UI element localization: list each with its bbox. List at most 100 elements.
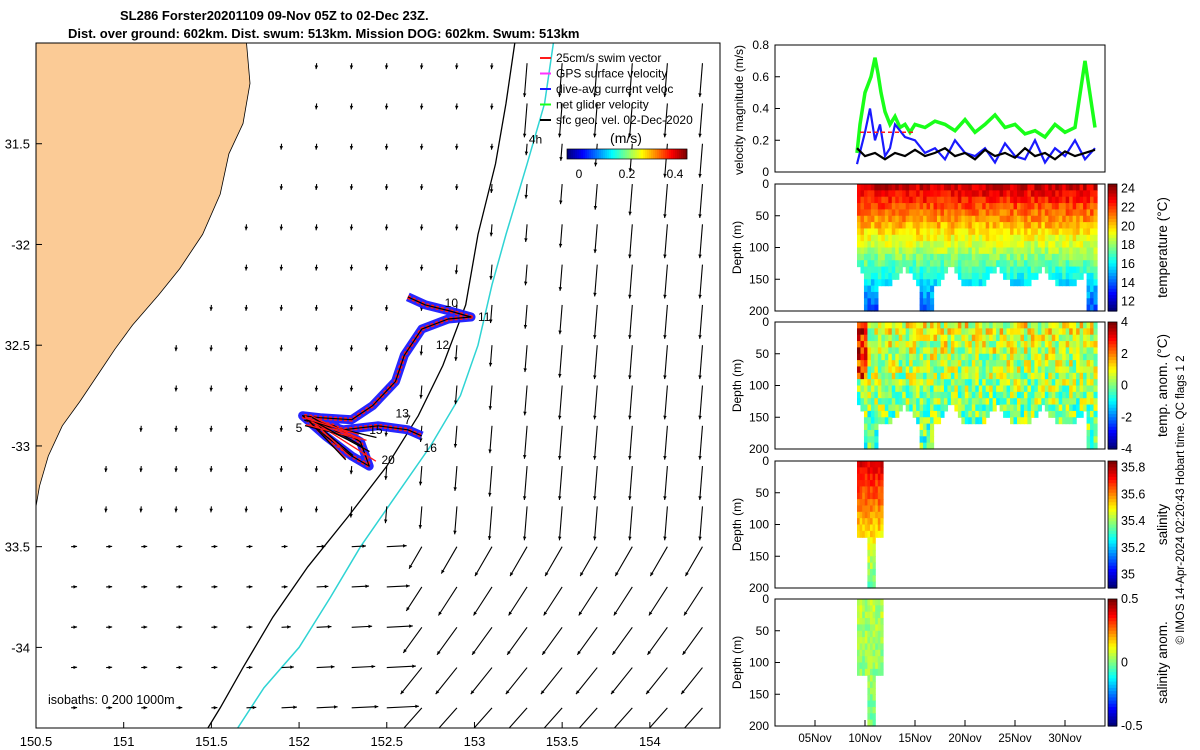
depth-tick: 150 <box>749 549 769 563</box>
map-x-tick: 154 <box>639 734 661 749</box>
depth-tick: 150 <box>749 272 769 286</box>
velocity-vector-field <box>71 63 704 728</box>
colorbar-tick: -4 <box>1121 442 1132 456</box>
colorbar-tick: 35.2 <box>1121 541 1145 555</box>
legend-entry: GPS surface velocity <box>556 67 667 81</box>
map-x-tick: 151 <box>113 734 135 749</box>
colorbar-tick: 0.2 <box>619 167 636 181</box>
map-x-tick: 150.5 <box>20 734 53 749</box>
depth-tick: 150 <box>749 687 769 701</box>
section-colorbar <box>1107 183 1118 312</box>
depth-tick: 0 <box>762 454 769 468</box>
colorbar-tick: 35.6 <box>1121 487 1145 501</box>
glider-track <box>298 292 476 471</box>
depth-tick: 50 <box>756 209 770 223</box>
legend-entry: net glider velocity <box>556 98 649 112</box>
depth-axis-label: Depth (m) <box>730 359 744 412</box>
colorbar <box>566 148 688 160</box>
velocity-y-tick: 0.8 <box>752 38 769 52</box>
legend-entry: sfc geo. vel. 02-Dec-2020 <box>556 113 693 127</box>
colorbar-tick: 4 <box>1121 315 1128 329</box>
colorbar-tick: 18 <box>1121 238 1135 252</box>
colorbar-tick: 35.4 <box>1121 514 1145 528</box>
colorbar-tick: 35 <box>1121 568 1135 582</box>
velocity-series <box>856 146 1096 161</box>
depth-tick: 200 <box>749 442 769 456</box>
colorbar-label: (m/s) <box>610 130 642 146</box>
salinity-anomaly-section-panel: 0 50 100 150 200 Depth (m) -0.5 0 0.5 salinity an… <box>730 592 1170 733</box>
time-tick: 30Nov <box>1048 733 1081 745</box>
depth-tick: 50 <box>756 347 770 361</box>
velocity-y-tick: 0.6 <box>752 70 769 84</box>
copyright-note: © IMOS 14-Apr-2024 02:20:43 Hobart time.… <box>1175 355 1187 644</box>
map-frame <box>35 42 721 729</box>
time-tick: 15Nov <box>898 733 931 745</box>
depth-axis-label: Depth (m) <box>730 221 744 274</box>
depth-tick: 50 <box>756 624 770 638</box>
depth-tick: 100 <box>749 518 769 532</box>
colorbar-label: temp. anom. (°C) <box>1155 334 1170 437</box>
colorbar-tick: 35.8 <box>1121 461 1145 475</box>
map-y-tick: -32 <box>11 237 30 252</box>
colorbar-tick: 16 <box>1121 257 1135 271</box>
time-axis: 05Nov 10Nov 15Nov 20Nov 25Nov 30Nov <box>798 720 1082 745</box>
time-tick: 05Nov <box>798 733 831 745</box>
track-label: 16 <box>424 441 438 455</box>
colorbar-label: salinity anom. <box>1155 621 1170 704</box>
depth-tick: 200 <box>749 719 769 733</box>
velocity-y-tick: 0.2 <box>752 133 769 147</box>
colorbar-tick: 0 <box>576 167 583 181</box>
temperature-section-panel: 0 50 100 150 200 Depth (m) 12 14 16 18 20 22 24 tempe… <box>730 177 1170 318</box>
track-label: 5 <box>296 421 303 435</box>
section-frame <box>774 460 1106 589</box>
legend-entry: dive-avg current veloc <box>556 82 673 96</box>
temperature-anomaly-section-panel: 0 50 100 150 200 Depth (m) -4 -2 0 2 4 temp. anom. … <box>730 315 1170 456</box>
section-colorbar <box>1107 598 1118 727</box>
track-label: 13 <box>396 407 410 421</box>
track-label: 12 <box>436 338 450 352</box>
velocity-y-label: velocity magnitude (m/s) <box>732 45 746 175</box>
isobath-1000m <box>237 43 555 728</box>
map-x-tick: 151.5 <box>195 734 228 749</box>
map-x-tick: 153.5 <box>546 734 579 749</box>
map-y-tick: 32.5 <box>5 338 30 353</box>
colorbar-tick: 2 <box>1121 347 1128 361</box>
map-y-tick: 33.5 <box>5 540 30 555</box>
time-tick: 10Nov <box>848 733 881 745</box>
legend-entry: 25cm/s swim vector <box>556 51 661 65</box>
isobaths-label: isobaths: 0 200 1000m <box>48 693 174 707</box>
figure-title-line-2: Dist. over ground: 602km. Dist. swum: 51… <box>68 26 580 41</box>
depth-tick: 0 <box>762 592 769 606</box>
depth-tick: 200 <box>749 304 769 318</box>
colorbar-tick: 0.4 <box>667 167 684 181</box>
depth-tick: 100 <box>749 379 769 393</box>
salinity-section-panel: 0 50 100 150 200 Depth (m) 35 35.2 35.4 35.6 35.8 s… <box>730 454 1170 595</box>
time-tick: 20Nov <box>948 733 981 745</box>
track-label: 10 <box>445 296 459 310</box>
colorbar-tick: 22 <box>1121 201 1135 215</box>
track-label: 4h <box>529 133 542 147</box>
isobath-200m <box>207 43 516 728</box>
colorbar-tick: 0 <box>1121 379 1128 393</box>
figure-title-line-1: SL286 Forster20201109 09-Nov 05Z to 02-D… <box>120 8 429 23</box>
colorbar-tick: -2 <box>1121 410 1132 424</box>
map-y-tick: -34 <box>11 640 30 655</box>
map-x-tick: 153 <box>464 734 486 749</box>
time-tick: 25Nov <box>998 733 1031 745</box>
map-legend: 25cm/s swim vector GPS surface velocitydi… <box>540 51 693 181</box>
colorbar-tick: 20 <box>1121 219 1135 233</box>
depth-axis-label: Depth (m) <box>730 636 744 689</box>
depth-tick: 0 <box>762 177 769 191</box>
depth-tick: 0 <box>762 315 769 329</box>
colorbar-tick: 0.5 <box>1121 592 1138 606</box>
section-colorbar <box>1107 460 1118 589</box>
depth-axis-label: Depth (m) <box>730 498 744 551</box>
colorbar-label: salinity <box>1155 504 1170 546</box>
depth-tick: 150 <box>749 410 769 424</box>
velocity-panel: 0 0.2 0.4 0.6 0.8 velocity magnitude (m/s) <box>732 38 1106 179</box>
colorbar-tick: 12 <box>1121 295 1135 309</box>
depth-tick: 200 <box>749 581 769 595</box>
track-label: 7 <box>404 413 411 427</box>
colorbar-tick: 0 <box>1121 656 1128 670</box>
